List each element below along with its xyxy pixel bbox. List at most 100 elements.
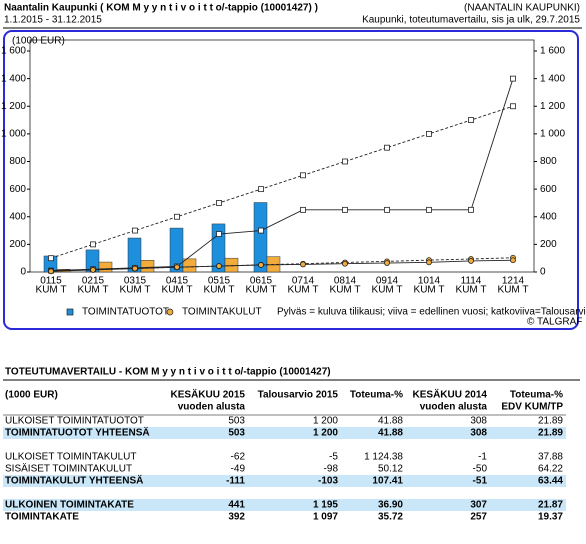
line-marker	[384, 144, 390, 151]
cell: 307	[470, 500, 487, 511]
cell: 37.88	[538, 452, 563, 463]
x-tick-label: 0415	[166, 276, 189, 287]
line-marker	[90, 267, 96, 273]
x-tick-label: KUM T	[330, 285, 361, 296]
column-header: vuoden alusta	[420, 402, 488, 413]
bar	[98, 261, 113, 273]
cell: TOIMINTAKULUT YHTEENSÄ	[5, 474, 143, 487]
cell: -49	[231, 464, 246, 475]
y2-tick-label: 400	[540, 211, 557, 222]
bar	[253, 202, 268, 273]
line-marker	[48, 255, 54, 262]
cell: 63.44	[538, 476, 563, 487]
cell: TOIMINTAKATE	[5, 512, 79, 523]
row-highlight	[3, 475, 566, 487]
cell: 107.41	[372, 476, 403, 487]
period: 1.1.2015 - 31.12.2015	[4, 15, 102, 26]
cell: 1 195	[313, 500, 338, 511]
row-highlight	[3, 499, 566, 511]
y-tick-label: 600	[9, 184, 26, 195]
line-marker	[258, 227, 264, 234]
copyright: © TALGRAF	[527, 317, 582, 328]
x-tick-label: KUM T	[36, 285, 67, 296]
y-tick-label: 800	[9, 156, 26, 167]
x-tick-label: 0315	[124, 276, 147, 287]
y-tick-label: 1 000	[1, 129, 26, 140]
legend-swatch	[166, 308, 174, 316]
line-marker	[468, 117, 474, 123]
x-tick-label: KUM T	[204, 285, 235, 296]
y-tick-label: 1 600	[1, 46, 26, 57]
cell: TOIMINTATUOTOT YHTEENSÄ	[5, 426, 150, 439]
chart: 0 0 200 200 400 400 600 600 800 800 1 000 1 000 1 20…	[1, 46, 586, 328]
line-marker	[510, 103, 516, 110]
cell: -111	[226, 476, 245, 487]
cell: 41.88	[378, 416, 403, 427]
x-tick-label: 0215	[82, 276, 105, 287]
cell: 19.37	[538, 512, 563, 523]
column-header: KESÄKUU 2015	[171, 388, 246, 401]
line-marker	[174, 213, 180, 220]
y2-tick-label: 1 600	[540, 46, 565, 57]
y-tick-label: 400	[9, 211, 26, 222]
y2-tick-label: 1 400	[540, 73, 565, 84]
table: TOTEUTUMAVERTAILU - KOM M y y n t i v o …	[3, 367, 580, 523]
cell: ULKOISET TOIMINTATUOTOT	[5, 416, 144, 427]
x-tick-label: KUM T	[78, 285, 109, 296]
row-highlight	[3, 427, 566, 439]
x-tick-label: 0714	[292, 276, 315, 287]
report-desc: Kaupunki, toteutumavertailu, sis ja ulk,…	[362, 15, 580, 26]
column-header: Talousarvio 2015	[258, 390, 339, 401]
y2-tick-label: 0	[540, 267, 546, 278]
line-marker	[300, 172, 306, 179]
cell: 441	[228, 500, 245, 511]
line-marker	[216, 200, 222, 206]
line-marker	[342, 206, 348, 213]
line-marker	[174, 264, 180, 271]
cell: 503	[228, 416, 245, 427]
line-marker	[384, 260, 390, 266]
line-marker	[48, 268, 54, 275]
line-marker	[426, 206, 432, 213]
x-tick-label: 1014	[418, 276, 441, 287]
line-marker	[258, 262, 264, 268]
cell: -62	[231, 452, 246, 463]
table-title: TOTEUTUMAVERTAILU - KOM M y y n t i v o …	[5, 367, 331, 378]
y-tick-label: 1 400	[1, 73, 26, 84]
cell: -103	[318, 476, 338, 487]
line-marker	[384, 206, 390, 213]
chart-frame	[3, 30, 579, 330]
x-tick-label: 0615	[250, 276, 273, 287]
x-tick-label: KUM T	[456, 285, 487, 296]
cell: 64.22	[538, 464, 563, 475]
cell: 308	[470, 416, 487, 427]
line-marker	[342, 260, 348, 267]
x-tick-label: KUM T	[414, 285, 445, 296]
y-tick-label: 0	[20, 267, 26, 278]
previous-line	[50, 78, 514, 272]
y2-tick-label: 800	[540, 156, 557, 167]
cell: 1 124.38	[364, 452, 403, 463]
y2-tick-label: 1 000	[540, 129, 565, 140]
x-tick-label: KUM T	[288, 285, 319, 296]
report-title: Naantalin Kaupunki ( KOM M y y n t i v o…	[4, 3, 318, 14]
y2-tick-label: 600	[540, 184, 557, 195]
chart-note: Pylväs = kuluva tilikausi; viiva = edell…	[277, 307, 586, 318]
line-marker	[90, 241, 96, 248]
cell: 36.90	[378, 500, 403, 511]
y-unit: (1000 EUR)	[12, 36, 65, 47]
x-tick-label: 1214	[502, 276, 525, 287]
cell: 41.88	[378, 428, 403, 439]
cell: -50	[473, 464, 488, 475]
budget-line	[50, 105, 514, 259]
x-tick-label: 1114	[461, 276, 482, 287]
line-marker	[510, 257, 516, 264]
y2-tick-label: 200	[540, 239, 557, 250]
line-marker	[258, 186, 264, 193]
x-tick-label: 0115	[40, 276, 62, 287]
plot-area	[29, 39, 535, 273]
line-marker	[300, 206, 306, 213]
cell: 50.12	[378, 464, 403, 475]
legend-label: TOIMINTATUOTOT	[82, 307, 169, 318]
